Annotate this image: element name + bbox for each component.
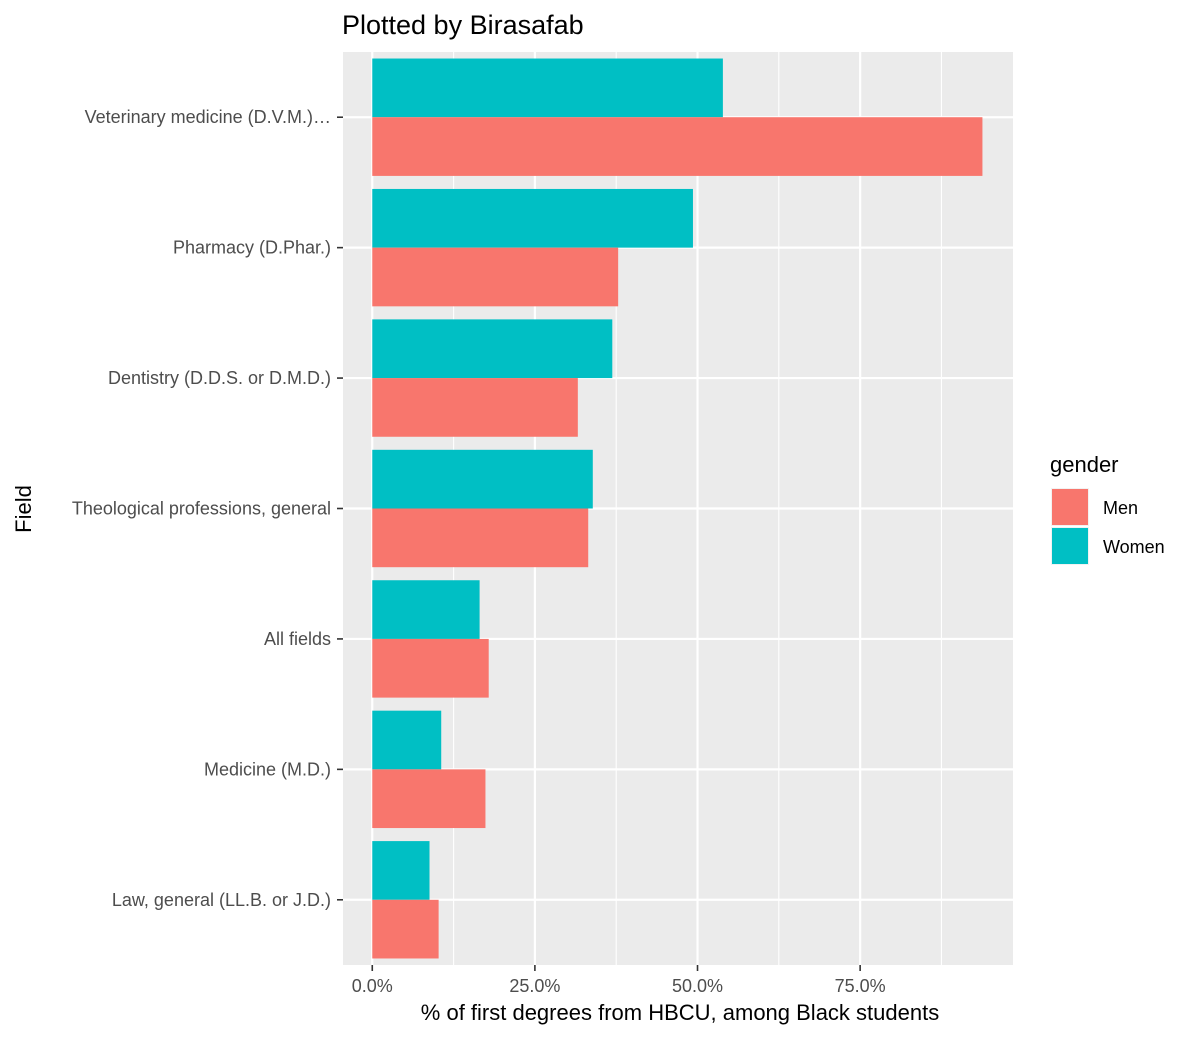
bar-men	[372, 899, 439, 959]
bars	[372, 58, 983, 959]
chart-title: Plotted by Birasafab	[342, 10, 584, 40]
bar-men	[372, 378, 578, 437]
legend-label-men: Men	[1103, 498, 1138, 518]
bar-men	[372, 247, 619, 307]
x-axis-title: % of first degrees from HBCU, among Blac…	[421, 1000, 939, 1025]
bar-women	[372, 710, 442, 770]
legend-swatch-men	[1052, 489, 1088, 525]
bar-women	[372, 58, 723, 118]
bar-men	[372, 769, 486, 829]
legend-items: Men Women	[1051, 488, 1165, 565]
bar-men	[372, 117, 983, 176]
bar-women	[372, 449, 593, 509]
bar-men	[372, 638, 489, 698]
y-axis: Veterinary medicine (D.V.M.)… Pharmacy (D…	[72, 107, 343, 910]
bar-women	[372, 319, 613, 379]
y-axis-title: Field	[11, 485, 36, 533]
bar-women	[372, 841, 430, 900]
y-tick-label: Veterinary medicine (D.V.M.)…	[85, 107, 331, 127]
x-tick-label: 50.0%	[672, 976, 723, 996]
legend-swatch-women	[1052, 528, 1088, 564]
x-tick-label: 0.0%	[352, 976, 393, 996]
bar-men	[372, 508, 589, 568]
y-tick-label: Law, general (LL.B. or J.D.)	[112, 890, 331, 910]
legend-title: gender	[1050, 452, 1119, 477]
y-tick-label: Medicine (M.D.)	[204, 759, 331, 779]
y-tick-label: Theological professions, general	[72, 499, 331, 519]
x-tick-label: 75.0%	[835, 976, 886, 996]
bar-women	[372, 188, 693, 248]
y-tick-label: Dentistry (D.D.S. or D.M.D.)	[108, 368, 331, 388]
y-tick-label: All fields	[264, 629, 331, 649]
x-axis: 0.0% 25.0% 50.0% 75.0%	[352, 965, 886, 996]
legend: gender Men Women	[1050, 452, 1165, 565]
x-tick-label: 25.0%	[509, 976, 560, 996]
legend-label-women: Women	[1103, 537, 1165, 557]
y-tick-label: Pharmacy (D.Phar.)	[173, 238, 331, 258]
bar-women	[372, 580, 480, 639]
